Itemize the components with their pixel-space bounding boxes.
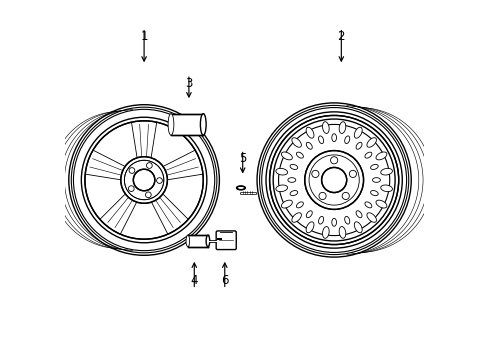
Ellipse shape <box>200 114 206 135</box>
Bar <box>171 114 203 135</box>
Ellipse shape <box>355 142 361 149</box>
Ellipse shape <box>344 136 349 144</box>
Ellipse shape <box>305 222 313 233</box>
Text: 2: 2 <box>337 30 345 43</box>
Circle shape <box>145 192 151 198</box>
Ellipse shape <box>305 127 313 138</box>
Ellipse shape <box>380 168 392 175</box>
Ellipse shape <box>291 213 301 222</box>
Circle shape <box>304 150 363 210</box>
Ellipse shape <box>344 216 349 224</box>
Circle shape <box>128 186 134 192</box>
Ellipse shape <box>206 235 209 247</box>
Circle shape <box>129 168 135 174</box>
Circle shape <box>311 170 318 177</box>
Ellipse shape <box>289 190 297 195</box>
Ellipse shape <box>370 165 377 170</box>
Circle shape <box>121 157 167 203</box>
Text: 1: 1 <box>140 30 147 43</box>
Ellipse shape <box>287 178 295 182</box>
Ellipse shape <box>331 134 336 141</box>
Ellipse shape <box>366 213 376 222</box>
Ellipse shape <box>372 178 380 182</box>
Text: 6: 6 <box>221 274 228 287</box>
Ellipse shape <box>275 185 287 192</box>
Ellipse shape <box>322 226 328 238</box>
Text: 3: 3 <box>185 77 192 90</box>
Ellipse shape <box>355 211 361 218</box>
Ellipse shape <box>375 200 386 208</box>
Circle shape <box>124 160 163 200</box>
Ellipse shape <box>318 216 323 224</box>
Ellipse shape <box>281 152 292 160</box>
Ellipse shape <box>354 127 362 138</box>
Ellipse shape <box>370 190 377 195</box>
Circle shape <box>146 163 152 168</box>
Ellipse shape <box>366 138 376 147</box>
Circle shape <box>85 121 203 239</box>
Ellipse shape <box>185 235 189 247</box>
Ellipse shape <box>364 152 371 158</box>
Circle shape <box>348 170 356 177</box>
Circle shape <box>342 192 348 199</box>
Circle shape <box>318 192 325 199</box>
Ellipse shape <box>339 122 345 134</box>
Circle shape <box>330 157 337 164</box>
Ellipse shape <box>380 185 392 192</box>
Ellipse shape <box>331 219 336 226</box>
Bar <box>187 235 207 247</box>
Ellipse shape <box>305 211 312 218</box>
Ellipse shape <box>305 142 312 149</box>
FancyBboxPatch shape <box>216 231 236 249</box>
Circle shape <box>269 116 398 244</box>
Circle shape <box>321 167 346 193</box>
Ellipse shape <box>296 202 303 208</box>
Ellipse shape <box>354 222 362 233</box>
Ellipse shape <box>281 200 292 208</box>
Text: 5: 5 <box>239 152 246 165</box>
Ellipse shape <box>275 168 287 175</box>
Ellipse shape <box>339 226 345 238</box>
Ellipse shape <box>236 186 244 190</box>
Ellipse shape <box>364 202 371 208</box>
Ellipse shape <box>318 136 323 144</box>
Ellipse shape <box>289 165 297 170</box>
Text: 4: 4 <box>190 274 198 287</box>
Ellipse shape <box>296 152 303 158</box>
Ellipse shape <box>375 152 386 160</box>
Circle shape <box>156 178 162 183</box>
Circle shape <box>133 169 155 191</box>
Ellipse shape <box>168 114 174 135</box>
Ellipse shape <box>322 122 328 134</box>
Ellipse shape <box>291 138 301 147</box>
